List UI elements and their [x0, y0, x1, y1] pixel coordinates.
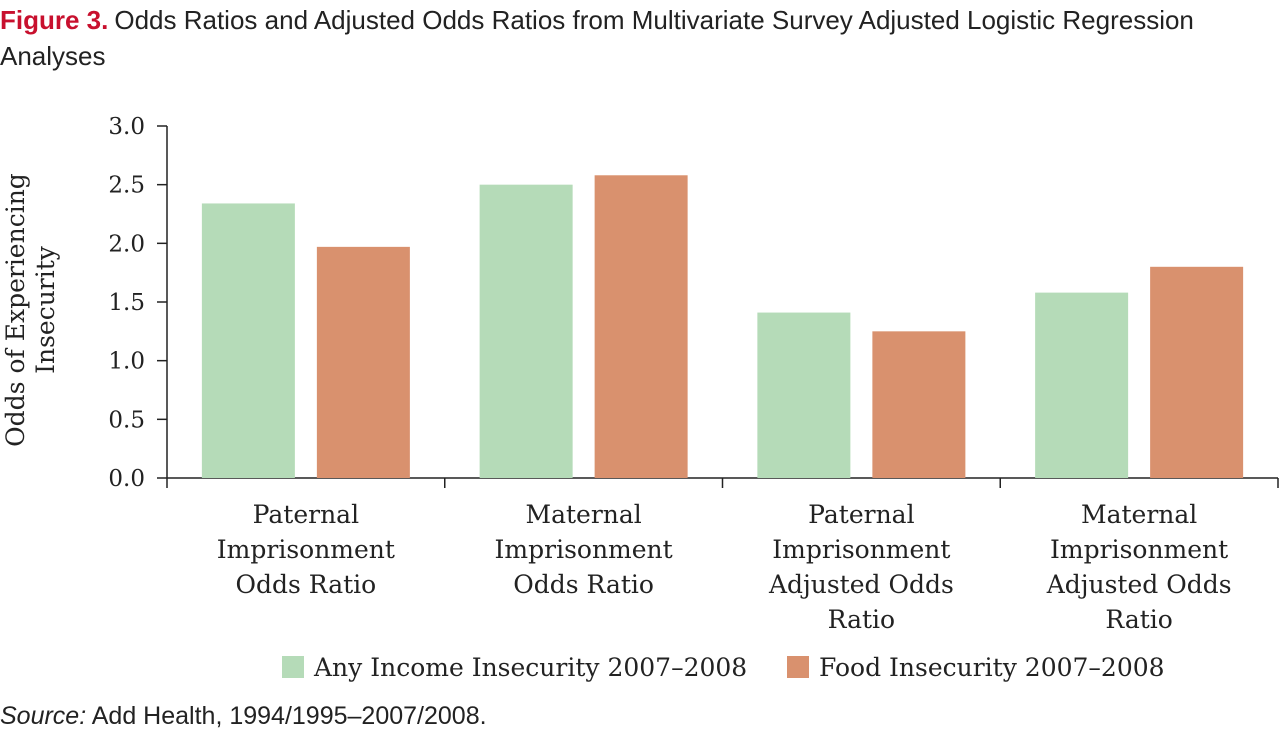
- figure-label: Figure 3.: [0, 5, 109, 35]
- source-text: Add Health, 1994/1995–2007/2008.: [91, 702, 487, 730]
- bar-chart: 0.0 0.5 1.0 1.5 2.0 2.5 3.0 Odds of Experiencin…: [1, 114, 1279, 682]
- bar: [479, 184, 573, 478]
- legend-label: Food Insecurity 2007–2008: [819, 653, 1165, 682]
- bar: [757, 312, 851, 478]
- x-category-label: Maternal: [1081, 500, 1197, 529]
- figure-title-text: Odds Ratios and Adjusted Odds Ratios fro…: [0, 5, 1194, 71]
- bar: [872, 331, 966, 478]
- x-category-label: Paternal: [808, 500, 914, 529]
- bar: [594, 175, 688, 478]
- x-category-label: Adjusted Odds: [1046, 570, 1232, 599]
- bar: [1150, 266, 1244, 478]
- x-category-label: Adjusted Odds: [768, 570, 954, 599]
- y-tick-label: 1.5: [108, 290, 145, 316]
- x-category-label: Imprisonment: [772, 535, 950, 564]
- figure-title: Figure 3. Odds Ratios and Adjusted Odds R…: [0, 2, 1280, 74]
- legend-label: Any Income Insecurity 2007–2008: [313, 653, 747, 682]
- y-tick-label: 0.0: [108, 466, 145, 492]
- y-tick-label: 3.0: [108, 114, 145, 140]
- y-axis-title-line: Insecurity: [31, 245, 60, 374]
- x-category-label: Imprisonment: [495, 535, 673, 564]
- x-category-label: Ratio: [828, 605, 895, 634]
- x-category-label: Maternal: [525, 500, 641, 529]
- y-axis-title-line: Odds of Experiencing: [1, 173, 30, 447]
- x-category-label: Paternal: [253, 500, 359, 529]
- x-category-label: Ratio: [1105, 605, 1172, 634]
- legend-swatch: [282, 656, 304, 678]
- y-tick-label: 0.5: [108, 407, 145, 433]
- bar: [1035, 292, 1129, 478]
- x-category-label: Odds Ratio: [513, 570, 654, 599]
- bar: [201, 203, 295, 478]
- legend-swatch: [787, 656, 809, 678]
- source-note: Source: Add Health, 1994/1995–2007/2008.: [0, 702, 487, 731]
- bar: [316, 246, 410, 478]
- y-tick-label: 2.5: [108, 173, 145, 199]
- source-label: Source:: [0, 702, 87, 730]
- y-axis-title: Odds of ExperiencingInsecurity: [1, 173, 60, 447]
- y-tick-label: 2.0: [108, 231, 145, 257]
- x-category-label: Imprisonment: [217, 535, 395, 564]
- x-category-label: Odds Ratio: [236, 570, 377, 599]
- x-category-label: Imprisonment: [1050, 535, 1228, 564]
- y-tick-label: 1.0: [108, 349, 145, 375]
